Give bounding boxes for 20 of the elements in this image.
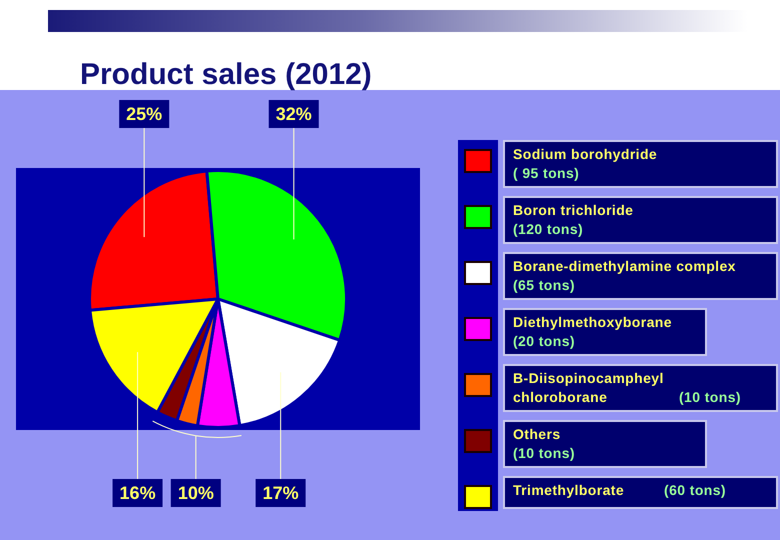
data-label: (120 tons) (513, 220, 584, 239)
data-label: (10 tons) (513, 444, 576, 463)
data-label: (20 tons) (513, 332, 576, 351)
text: 17% (262, 482, 299, 503)
legend-label: Diethylmethoxyborane (513, 314, 672, 330)
legend-label: Sodium borohydride (513, 146, 658, 162)
legend-label: Boron trichloride (513, 202, 634, 218)
data-label: (65 tons) (513, 276, 576, 295)
legend-label: Others (513, 426, 561, 442)
data-label: ( 95 tons) (513, 164, 580, 183)
legend-label: Trimethylborate (513, 482, 624, 498)
data-label: (60 tons) (664, 482, 726, 498)
chart-title: Product sales (2012) (80, 58, 372, 92)
text: 16% (120, 482, 156, 503)
legend-label: B-Diisopinocampheyl chloroborane (513, 369, 665, 407)
text: 10% (178, 482, 214, 503)
data-label: (10 tons) (679, 389, 741, 405)
legend-label: Borane-dimethylamine complex (513, 258, 736, 274)
text: 25% (126, 104, 162, 124)
text: 32% (276, 104, 312, 124)
